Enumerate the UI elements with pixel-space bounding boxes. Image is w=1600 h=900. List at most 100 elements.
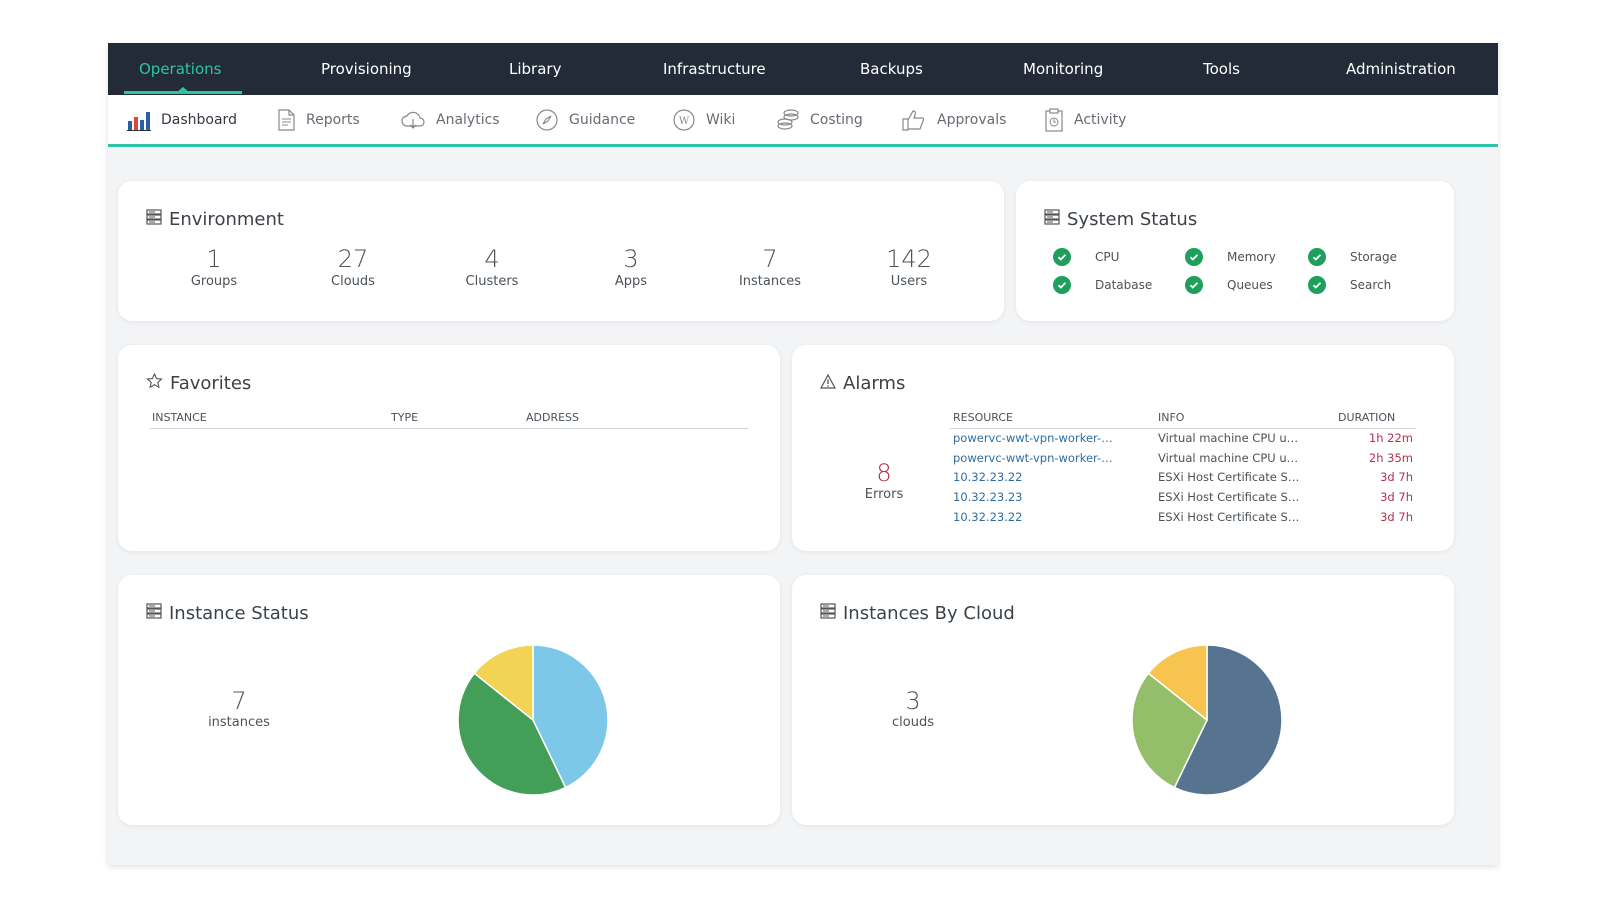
server-icon <box>146 603 162 624</box>
instance-status-card: Instance Status 7 instances <box>118 575 780 825</box>
alarm-resource-link[interactable]: powervc-wwt-vpn-worker-host <box>953 451 1118 465</box>
subnav-activity[interactable]: Activity <box>1044 95 1126 145</box>
subnav-analytics-label: Analytics <box>436 112 500 128</box>
nav-backups[interactable]: Backups <box>860 60 923 78</box>
status-cpu-label: CPU <box>1095 250 1120 264</box>
alarms-col-resource[interactable]: RESOURCE <box>953 411 1014 424</box>
alarm-resource-link[interactable]: 10.32.23.23 <box>953 490 1023 504</box>
status-queues: Queues <box>1185 276 1273 294</box>
stat-clouds[interactable]: 27 Clouds <box>293 244 413 290</box>
instance-status-pie-chart[interactable] <box>457 644 609 796</box>
pie-slice-2[interactable] <box>457 672 567 796</box>
subnav-costing[interactable]: Costing <box>776 95 863 145</box>
stat-clouds-label: Clouds <box>331 274 375 289</box>
favorites-col-instance[interactable]: INSTANCE <box>152 411 207 424</box>
nav-library[interactable]: Library <box>509 60 562 78</box>
pie-slice-2[interactable] <box>1131 672 1208 789</box>
status-cpu: CPU <box>1053 248 1119 266</box>
thumbs-up-icon <box>901 108 927 132</box>
alarms-col-info[interactable]: INFO <box>1158 411 1185 424</box>
stat-users[interactable]: 142 Users <box>849 244 969 290</box>
subnav-costing-label: Costing <box>810 112 863 128</box>
subnav-dashboard[interactable]: Dashboard <box>127 95 237 145</box>
check-icon <box>1185 276 1203 294</box>
alarm-resource-link[interactable]: 10.32.23.22 <box>953 470 1023 484</box>
stat-apps-value: 3 <box>623 245 639 273</box>
favorites-header-divider <box>150 428 748 429</box>
stat-groups-label: Groups <box>190 274 238 289</box>
wiki-icon: W <box>672 108 696 132</box>
check-icon <box>1308 248 1326 266</box>
active-nav-caret <box>177 87 189 92</box>
favorites-title-text: Favorites <box>170 373 252 394</box>
environment-title: Environment <box>146 209 284 230</box>
stat-clusters[interactable]: 4 Clusters <box>432 244 552 290</box>
subnav-wiki[interactable]: W Wiki <box>672 95 735 145</box>
pie-slice-1[interactable] <box>532 644 609 789</box>
instances-by-cloud-title: Instances By Cloud <box>820 603 1015 624</box>
stat-instances-value: 7 <box>762 245 778 273</box>
sub-navigation: Dashboard Reports Analytics Guidance W W… <box>108 95 1498 147</box>
instances-by-cloud-pie-chart[interactable] <box>1131 644 1283 796</box>
stat-apps-label: Apps <box>614 274 648 289</box>
subnav-activity-label: Activity <box>1074 112 1127 128</box>
system-status-card: System Status CPU Memory Storage Databas… <box>1016 181 1454 321</box>
cloud-count-label: clouds <box>892 715 934 730</box>
status-storage-label: Storage <box>1350 250 1397 264</box>
alarm-resource-link[interactable]: powervc-wwt-vpn-worker-host <box>953 431 1118 445</box>
stat-users-label: Users <box>890 274 928 289</box>
status-queues-label: Queues <box>1227 278 1273 292</box>
alarm-duration: 3d 7h <box>1380 470 1413 484</box>
subnav-dashboard-label: Dashboard <box>161 112 237 128</box>
status-database-label: Database <box>1095 278 1153 292</box>
server-icon <box>1044 209 1060 230</box>
subnav-reports[interactable]: Reports <box>276 95 360 145</box>
app-frame: Operations Provisioning Library Infrastr… <box>108 43 1498 865</box>
stat-apps[interactable]: 3 Apps <box>571 244 691 290</box>
status-database: Database <box>1053 276 1152 294</box>
alarm-info: ESXi Host Certificate Status <box>1158 470 1303 484</box>
server-icon <box>820 603 836 624</box>
alarms-title-text: Alarms <box>843 373 906 394</box>
stat-users-value: 142 <box>886 245 932 273</box>
subnav-analytics[interactable]: Analytics <box>400 95 500 145</box>
alarms-col-duration[interactable]: DURATION <box>1338 411 1396 424</box>
nav-tools[interactable]: Tools <box>1203 60 1240 78</box>
nav-operations[interactable]: Operations <box>139 60 222 78</box>
cloud-count-summary: 3 clouds <box>853 687 973 731</box>
nav-provisioning[interactable]: Provisioning <box>321 60 412 78</box>
nav-monitoring[interactable]: Monitoring <box>1023 60 1104 78</box>
favorites-col-type[interactable]: TYPE <box>391 411 419 424</box>
stat-instances-label: Instances <box>738 274 802 289</box>
nav-administration[interactable]: Administration <box>1346 60 1456 78</box>
alarm-duration: 2h 35m <box>1368 451 1413 465</box>
instance-count-value: 7 <box>231 687 247 715</box>
instances-by-cloud-title-text: Instances By Cloud <box>843 603 1015 624</box>
pie-slice-3[interactable] <box>473 644 534 722</box>
check-icon <box>1308 276 1326 294</box>
cloud-icon <box>400 109 426 131</box>
check-icon <box>1185 248 1203 266</box>
instance-count-label: instances <box>208 715 270 730</box>
alarm-resource-link[interactable]: 10.32.23.22 <box>953 510 1023 524</box>
alarm-info: Virtual machine CPU usage <box>1158 451 1303 465</box>
stat-groups[interactable]: 1 Groups <box>154 244 274 290</box>
favorites-col-address[interactable]: ADDRESS <box>526 411 580 424</box>
alarm-duration: 3d 7h <box>1380 490 1413 504</box>
nav-infrastructure[interactable]: Infrastructure <box>663 60 766 78</box>
check-icon <box>1053 248 1071 266</box>
environment-title-text: Environment <box>169 209 284 230</box>
stat-instances[interactable]: 7 Instances <box>710 244 830 290</box>
cloud-count-value: 3 <box>905 687 921 715</box>
clipboard-icon <box>1044 108 1064 132</box>
pie-slice-1[interactable] <box>1173 644 1283 796</box>
subnav-guidance[interactable]: Guidance <box>535 95 635 145</box>
subnav-approvals[interactable]: Approvals <box>901 95 1006 145</box>
alarm-info: ESXi Host Certificate Status <box>1158 490 1303 504</box>
instance-status-title: Instance Status <box>146 603 309 624</box>
alarms-error-summary[interactable]: 8 Errors <box>824 459 944 503</box>
alarm-info: Virtual machine CPU usage <box>1158 431 1303 445</box>
status-memory: Memory <box>1185 248 1276 266</box>
instances-by-cloud-card: Instances By Cloud 3 clouds <box>792 575 1454 825</box>
pie-slice-3[interactable] <box>1147 644 1208 722</box>
